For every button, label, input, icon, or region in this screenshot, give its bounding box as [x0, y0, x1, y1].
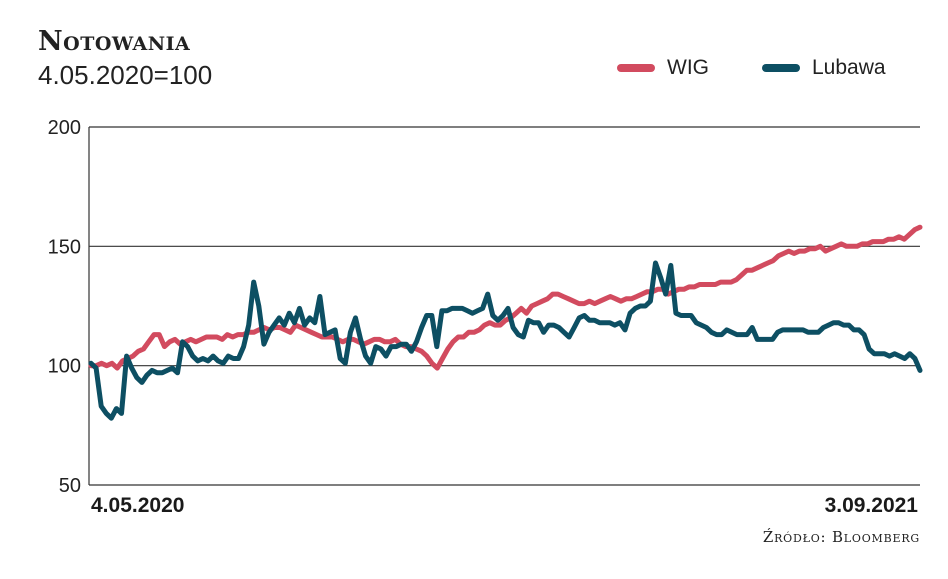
y-tick-label-150: 150 — [48, 236, 81, 258]
legend-label-wig: WIG — [667, 56, 709, 79]
legend-item-wig: WIG — [617, 56, 709, 80]
legend-swatch-lubawa — [762, 64, 800, 72]
y-tick-label-100: 100 — [48, 356, 81, 378]
source-note: Źródło: Bloomberg — [762, 528, 920, 546]
x-start-label: 4.05.2020 — [91, 494, 184, 517]
grid — [88, 126, 920, 486]
series-line-lubawa — [88, 260, 923, 421]
y-axis-ticks: 50 100 150 200 — [48, 117, 81, 497]
y-tick-label-200: 200 — [48, 117, 81, 139]
y-tick-label-50: 50 — [59, 475, 81, 497]
legend-label-lubawa: Lubawa — [812, 56, 886, 79]
x-axis-labels: 4.05.2020 3.09.2021 — [91, 494, 918, 517]
legend-item-lubawa: Lubawa — [762, 56, 886, 80]
chart-title: Notowania — [38, 26, 191, 57]
x-end-label: 3.09.2021 — [825, 494, 919, 517]
legend-swatch-wig — [617, 64, 655, 72]
series-line-wig — [88, 224, 923, 371]
chart-subtitle: 4.05.2020=100 — [38, 60, 213, 90]
series-lines — [88, 224, 923, 421]
